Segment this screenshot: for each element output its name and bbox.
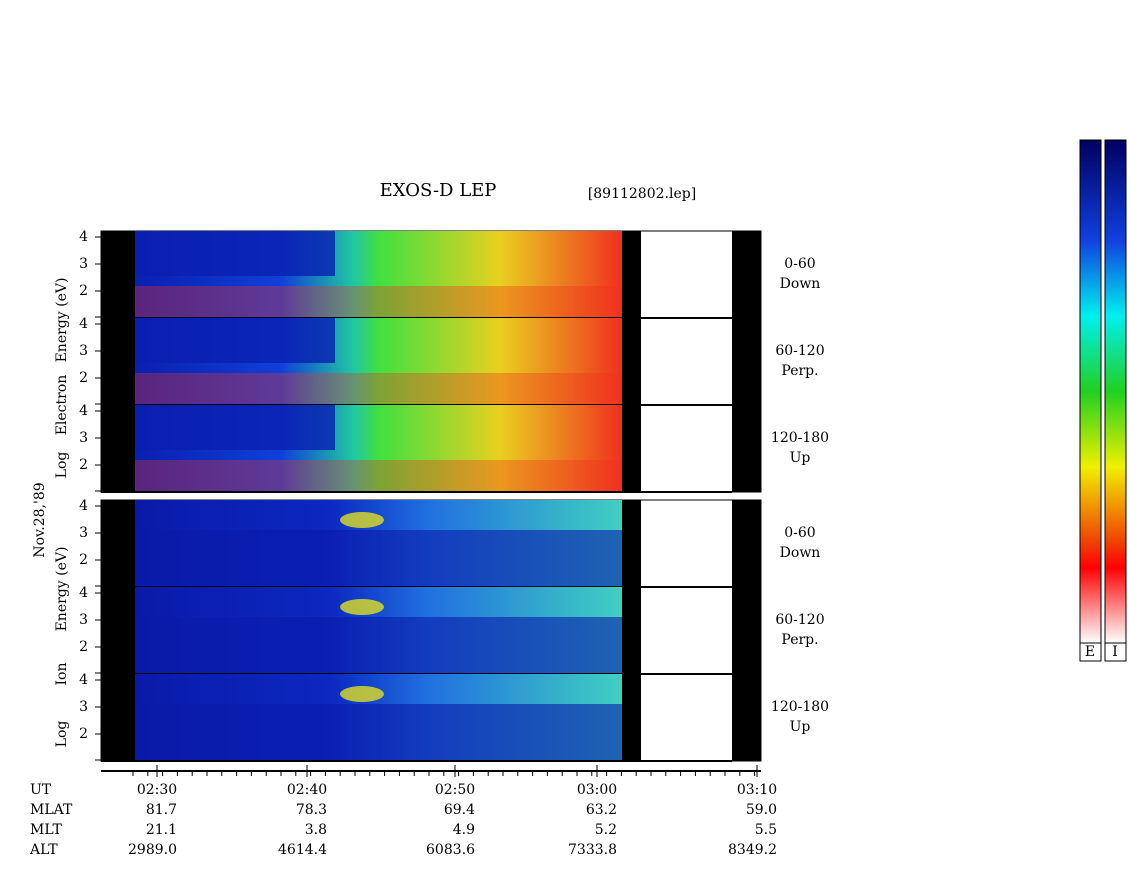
axis-label: Electron [54, 375, 70, 436]
y-tick-label: 2 [79, 639, 88, 655]
axis-label: Log [54, 452, 70, 479]
spectrogram-top [135, 318, 335, 363]
panel-direction: Up [790, 719, 811, 735]
ion-beam [340, 599, 384, 615]
orbit-value: 03:00 [577, 782, 617, 798]
colorbar-label: I [1112, 644, 1118, 660]
orbit-value: 02:50 [435, 782, 475, 798]
data-gap [101, 231, 135, 492]
y-tick-label: 3 [79, 430, 88, 446]
spectrogram-low [135, 286, 622, 318]
date: Nov.28,'89 [32, 482, 48, 557]
data-gap [622, 231, 641, 492]
spectrogram-low [135, 617, 622, 674]
ion-beam [340, 686, 384, 702]
data-gap [101, 500, 135, 761]
panel-angle: 60-120 [775, 612, 824, 628]
axis-label: Log [54, 721, 70, 748]
orbit-value: 81.7 [146, 802, 177, 818]
data-gap [732, 500, 761, 761]
row-label: ALT [29, 842, 58, 858]
y-tick-label: 3 [79, 699, 88, 715]
y-tick-label: 2 [79, 370, 88, 386]
panel-direction: Perp. [781, 632, 818, 648]
colorbar [1104, 139, 1127, 644]
panel-direction: Down [780, 276, 821, 292]
orbit-value: 59.0 [746, 802, 777, 818]
title: EXOS-D LEP [380, 180, 497, 201]
orbit-value: 8349.2 [728, 842, 777, 858]
y-tick-label: 3 [79, 256, 88, 272]
y-tick-label: 4 [79, 585, 88, 601]
row-label: UT [30, 782, 52, 798]
spectrogram-low [135, 373, 622, 405]
panel-angle: 120-180 [771, 430, 829, 446]
orbit-value: 6083.6 [426, 842, 475, 858]
y-tick-label: 2 [79, 457, 88, 473]
orbit-value: 02:40 [287, 782, 327, 798]
colorbar-label: E [1085, 644, 1095, 660]
y-tick-label: 2 [79, 726, 88, 742]
row-label: MLT [30, 822, 62, 838]
orbit-value: 69.4 [444, 802, 475, 818]
y-tick-label: 3 [79, 343, 88, 359]
panel-direction: Down [780, 545, 821, 561]
y-tick-label: 4 [79, 229, 88, 245]
colorbar [1079, 139, 1102, 644]
orbit-value: 21.1 [146, 822, 177, 838]
data-gap [732, 231, 761, 492]
orbit-value: 4614.4 [278, 842, 327, 858]
orbit-value: 02:30 [137, 782, 177, 798]
ion-beam [340, 512, 384, 528]
colorbar-label-box [1104, 642, 1127, 662]
y-tick-label: 4 [79, 498, 88, 514]
file-name: [89112802.lep] [588, 186, 696, 202]
orbit-value: 3.8 [305, 822, 327, 838]
orbit-value: 03:10 [737, 782, 777, 798]
orbit-value: 78.3 [296, 802, 327, 818]
spectrogram-top [135, 405, 335, 450]
axis-label: Energy (eV) [54, 278, 70, 363]
panel-angle: 120-180 [771, 699, 829, 715]
colorbar-label-box [1079, 642, 1102, 662]
y-tick-label: 2 [79, 552, 88, 568]
row-label: MLAT [30, 802, 73, 818]
axis-label: Energy (eV) [54, 547, 70, 632]
orbit-value: 2989.0 [128, 842, 177, 858]
orbit-value: 63.2 [586, 802, 617, 818]
y-tick-label: 4 [79, 403, 88, 419]
panel-direction: Perp. [781, 363, 818, 379]
y-tick-label: 3 [79, 612, 88, 628]
y-tick-label: 4 [79, 672, 88, 688]
orbit-value: 5.2 [595, 822, 617, 838]
panel-angle: 0-60 [784, 525, 815, 541]
spectrogram-low [135, 530, 622, 587]
panel-angle: 0-60 [784, 256, 815, 272]
y-tick-label: 3 [79, 525, 88, 541]
axis-label: Ion [54, 663, 70, 686]
panel-angle: 60-120 [775, 343, 824, 359]
spectrogram-low [135, 704, 622, 761]
orbit-value: 7333.8 [568, 842, 617, 858]
y-tick-label: 2 [79, 283, 88, 299]
orbit-value: 5.5 [755, 822, 777, 838]
data-gap [622, 500, 641, 761]
spectrogram-low [135, 460, 622, 492]
y-tick-label: 4 [79, 316, 88, 332]
spectrogram-top [135, 231, 335, 276]
panel-direction: Up [790, 450, 811, 466]
orbit-value: 4.9 [453, 822, 475, 838]
